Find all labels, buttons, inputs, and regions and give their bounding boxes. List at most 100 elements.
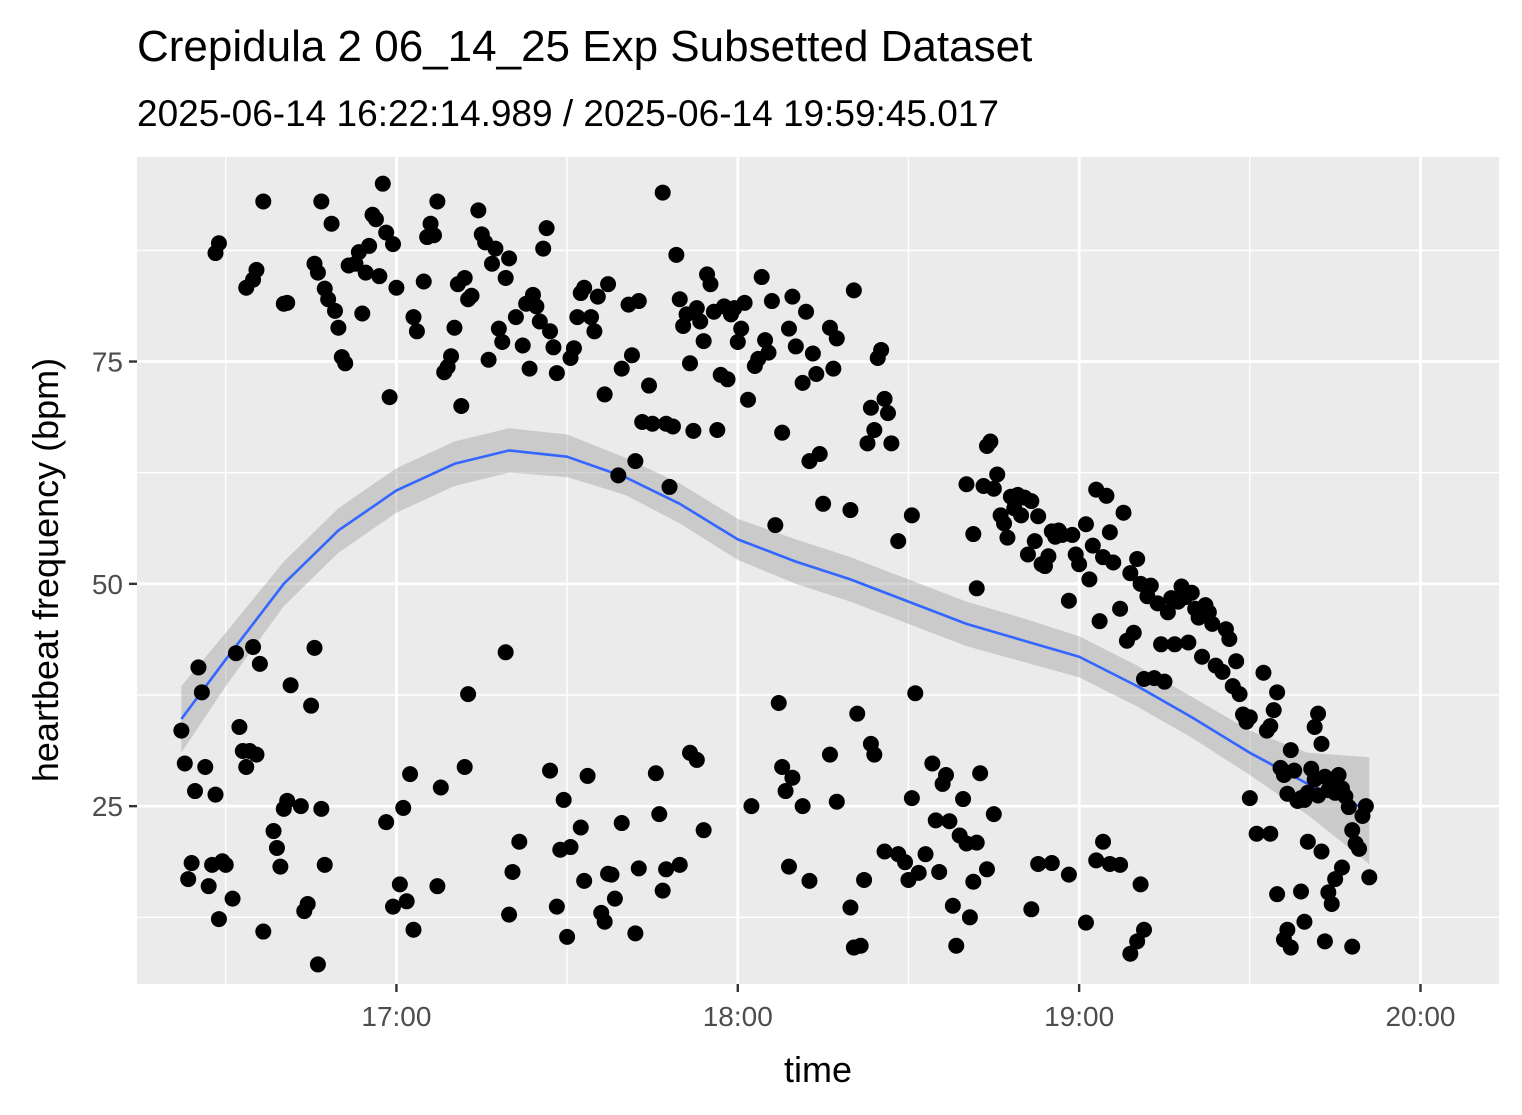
data-point	[1019, 546, 1036, 563]
data-point	[1282, 742, 1299, 759]
x-axis-title: time	[784, 1049, 852, 1090]
axes: 25 50 75 17:00 18:00 19:00 20:00	[92, 347, 1456, 1032]
data-point	[1084, 537, 1101, 554]
data-point	[316, 856, 333, 873]
data-point	[985, 480, 1002, 497]
data-point	[330, 319, 347, 336]
data-point	[180, 871, 197, 888]
data-point	[217, 856, 234, 873]
data-point	[1296, 913, 1313, 930]
data-point	[371, 268, 388, 285]
data-point	[1060, 592, 1077, 609]
data-point	[1340, 799, 1357, 816]
data-point	[1351, 840, 1368, 857]
data-point	[1166, 636, 1183, 653]
data-point	[378, 224, 395, 241]
data-point	[402, 766, 419, 783]
data-point	[415, 273, 432, 290]
data-point	[187, 783, 204, 800]
data-point	[968, 834, 985, 851]
data-point	[1255, 664, 1272, 681]
data-point	[279, 792, 296, 809]
data-point	[1040, 548, 1057, 565]
y-axis-title: heartbeat frequency (bpm)	[25, 358, 66, 782]
data-point	[1064, 526, 1081, 543]
data-point	[1122, 945, 1139, 962]
data-point	[845, 282, 862, 299]
data-point	[446, 319, 463, 336]
data-point	[480, 351, 497, 368]
data-point	[1293, 883, 1310, 900]
data-point	[787, 338, 804, 355]
data-point	[606, 890, 623, 907]
data-point	[378, 814, 395, 831]
data-point	[1286, 762, 1303, 779]
data-point	[1153, 636, 1170, 653]
data-point	[354, 305, 371, 322]
data-point	[873, 341, 890, 358]
data-point	[542, 323, 559, 340]
data-point	[337, 355, 354, 372]
data-point	[1241, 790, 1258, 807]
data-point	[408, 323, 425, 340]
data-point	[1081, 571, 1098, 588]
data-point	[630, 293, 647, 310]
data-point	[651, 806, 668, 823]
data-point	[798, 303, 815, 320]
data-point	[1026, 533, 1043, 550]
x-tick-label: 19:00	[1044, 1001, 1114, 1032]
data-point	[849, 705, 866, 722]
data-point	[210, 235, 227, 252]
data-point	[811, 446, 828, 463]
data-point	[583, 309, 599, 326]
data-point	[443, 348, 460, 365]
data-point	[842, 502, 859, 519]
data-point	[989, 466, 1006, 483]
data-point	[924, 755, 941, 772]
data-point	[733, 320, 750, 337]
data-point	[190, 659, 207, 676]
data-point	[965, 873, 982, 890]
data-point	[965, 526, 982, 543]
data-point	[613, 360, 630, 377]
data-point	[303, 697, 320, 714]
data-point	[685, 422, 702, 439]
smooth-line-group	[180, 449, 1370, 812]
data-point	[501, 250, 518, 267]
data-point	[828, 793, 845, 810]
data-point	[1299, 833, 1316, 850]
data-point	[1091, 613, 1108, 630]
data-point	[1289, 792, 1306, 809]
data-point	[361, 237, 378, 254]
data-point	[1228, 653, 1245, 670]
data-point	[600, 276, 617, 293]
data-point	[576, 872, 593, 889]
data-point	[511, 833, 528, 850]
data-point	[801, 872, 818, 889]
data-point	[374, 175, 391, 192]
data-point	[548, 898, 565, 915]
data-point	[238, 759, 255, 776]
data-point	[1142, 577, 1159, 594]
data-point	[1023, 493, 1040, 510]
data-point	[907, 685, 924, 702]
data-point	[1282, 939, 1299, 956]
data-point	[323, 215, 340, 232]
data-point	[405, 309, 422, 326]
data-point	[388, 279, 405, 296]
data-point	[313, 800, 330, 817]
data-point	[398, 893, 415, 910]
smooth-line	[180, 449, 1370, 812]
data-point	[1269, 684, 1286, 701]
data-point	[903, 507, 920, 524]
data-point	[1180, 634, 1197, 651]
data-point	[944, 897, 961, 914]
data-point	[207, 786, 224, 803]
data-point	[1023, 901, 1040, 918]
data-point	[658, 861, 675, 878]
data-point	[391, 876, 408, 893]
data-point	[808, 365, 825, 382]
data-point	[842, 899, 859, 916]
data-point	[596, 386, 613, 403]
data-point	[1105, 554, 1122, 571]
